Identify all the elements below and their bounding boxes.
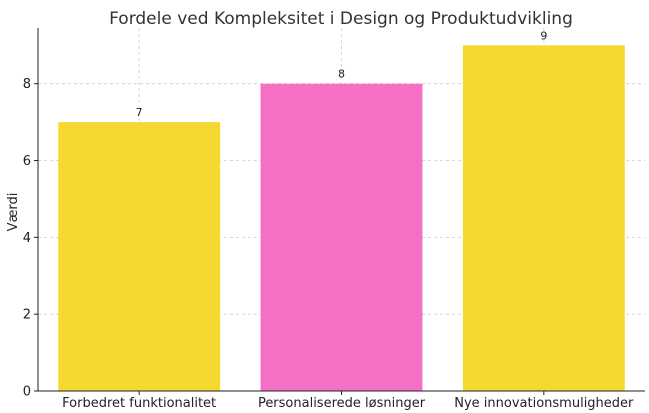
x-tick-label: Forbedret funktionalitet [62, 396, 216, 411]
axes-layer [37, 28, 645, 392]
y-tick-label: 8 [23, 77, 31, 92]
chart-title: Fordele ved Kompleksitet i Design og Pro… [109, 9, 573, 29]
bar [462, 45, 625, 392]
bar-value-label: 8 [338, 68, 345, 81]
bar-value-label: 9 [540, 29, 547, 42]
y-axis-label: Værdi [6, 193, 21, 232]
x-tick-label: Personaliserede løsninger [258, 396, 426, 411]
ticks-layer: 0 2 4 6 8 Forbedret funktionalitet Personalise… [23, 77, 634, 411]
x-tick-label: Nye innovationsmuligheder [454, 396, 634, 411]
bar-value-label: 7 [136, 106, 143, 119]
y-tick-label: 6 [23, 154, 31, 169]
bar [260, 83, 423, 391]
bar [58, 122, 221, 391]
y-tick-label: 0 [23, 385, 31, 400]
y-tick-label: 4 [23, 231, 31, 246]
bars-layer: 7 8 9 [58, 29, 625, 392]
y-tick-label: 2 [23, 308, 31, 323]
